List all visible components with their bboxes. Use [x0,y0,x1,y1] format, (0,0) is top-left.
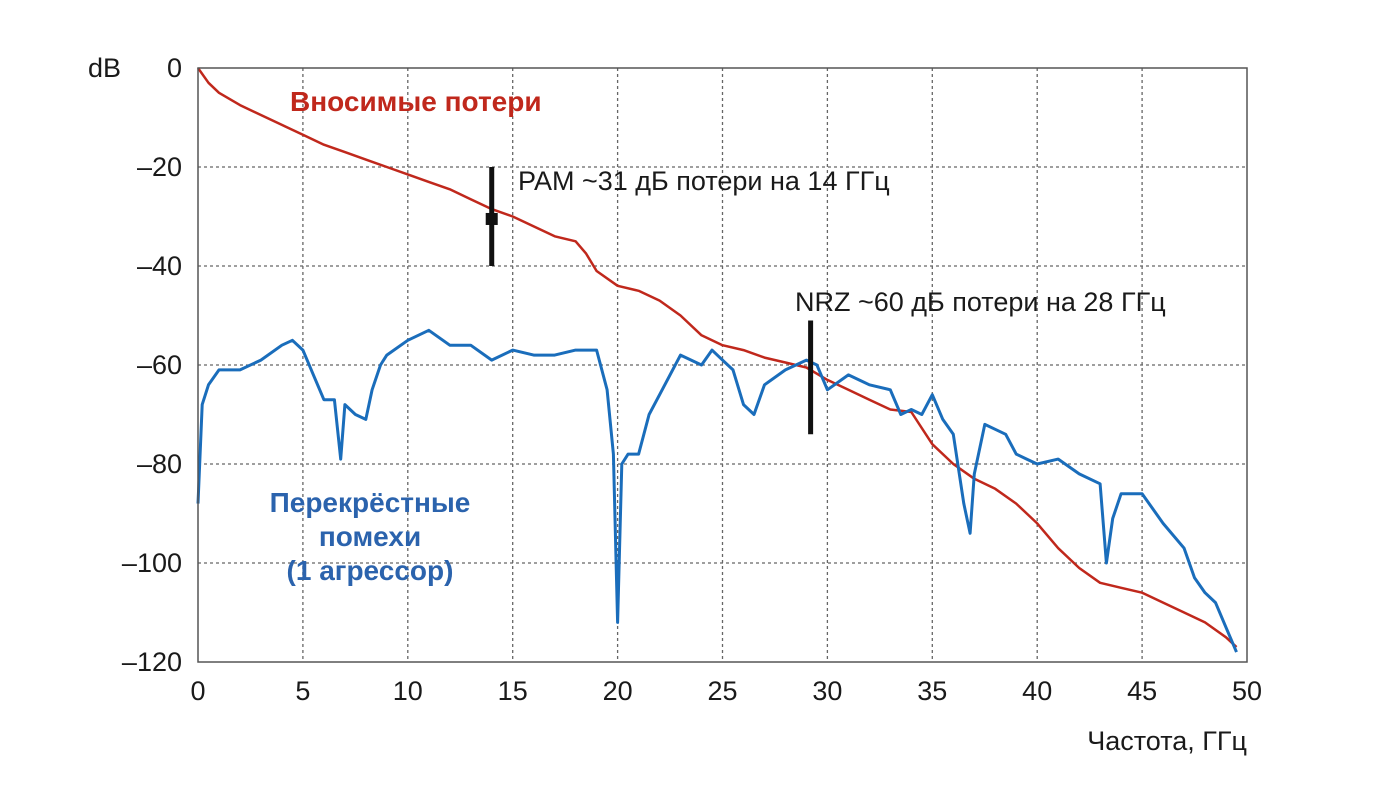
x-tick-label: 20 [603,676,633,706]
y-axis-label: dB [88,53,121,83]
y-tick-label: –80 [137,449,182,479]
crosstalk-label-line1: Перекрёстные [270,487,471,518]
crosstalk-line [196,328,1238,653]
crosstalk-label-line3: (1 агрессор) [287,555,454,586]
x-tick-label: 15 [498,676,528,706]
x-tick-label: 5 [295,676,310,706]
insertion-loss-label: Вносимые потери [290,86,542,117]
pam-point [485,212,498,225]
x-tick-label: 40 [1022,676,1052,706]
x-tick-label: 25 [707,676,737,706]
x-tick-label: 35 [917,676,947,706]
y-tick-label: –100 [122,548,182,578]
crosstalk-label-line2: помехи [319,521,421,552]
y-tick-label: –120 [122,647,182,677]
y-tick-label: 0 [167,53,182,83]
y-tick-label: –40 [137,251,182,281]
annotation-pam: PAM ~31 дБ потери на 14 ГГц [518,166,890,196]
marker-layer [485,167,814,435]
y-tick-label: –20 [137,152,182,182]
x-axis-label: Частота, ГГц [1087,726,1247,756]
x-tick-label: 10 [393,676,423,706]
y-tick-label: –60 [137,350,182,380]
plot-frame [197,67,1248,663]
x-tick-label: 45 [1127,676,1157,706]
grid [198,68,1247,662]
x-tick-label: 0 [190,676,205,706]
x-tick-label: 50 [1232,676,1262,706]
x-tick-label: 30 [812,676,842,706]
annotation-nrz: NRZ ~60 дБ потери на 28 ГГц [795,287,1166,317]
insertion-loss-line [196,67,1238,649]
tick-labels: 0 5 10 15 20 25 30 35 40 45 50 0 –20 –40 –60 –80 –100 –12… [122,53,1262,706]
series-layer [196,67,1238,653]
